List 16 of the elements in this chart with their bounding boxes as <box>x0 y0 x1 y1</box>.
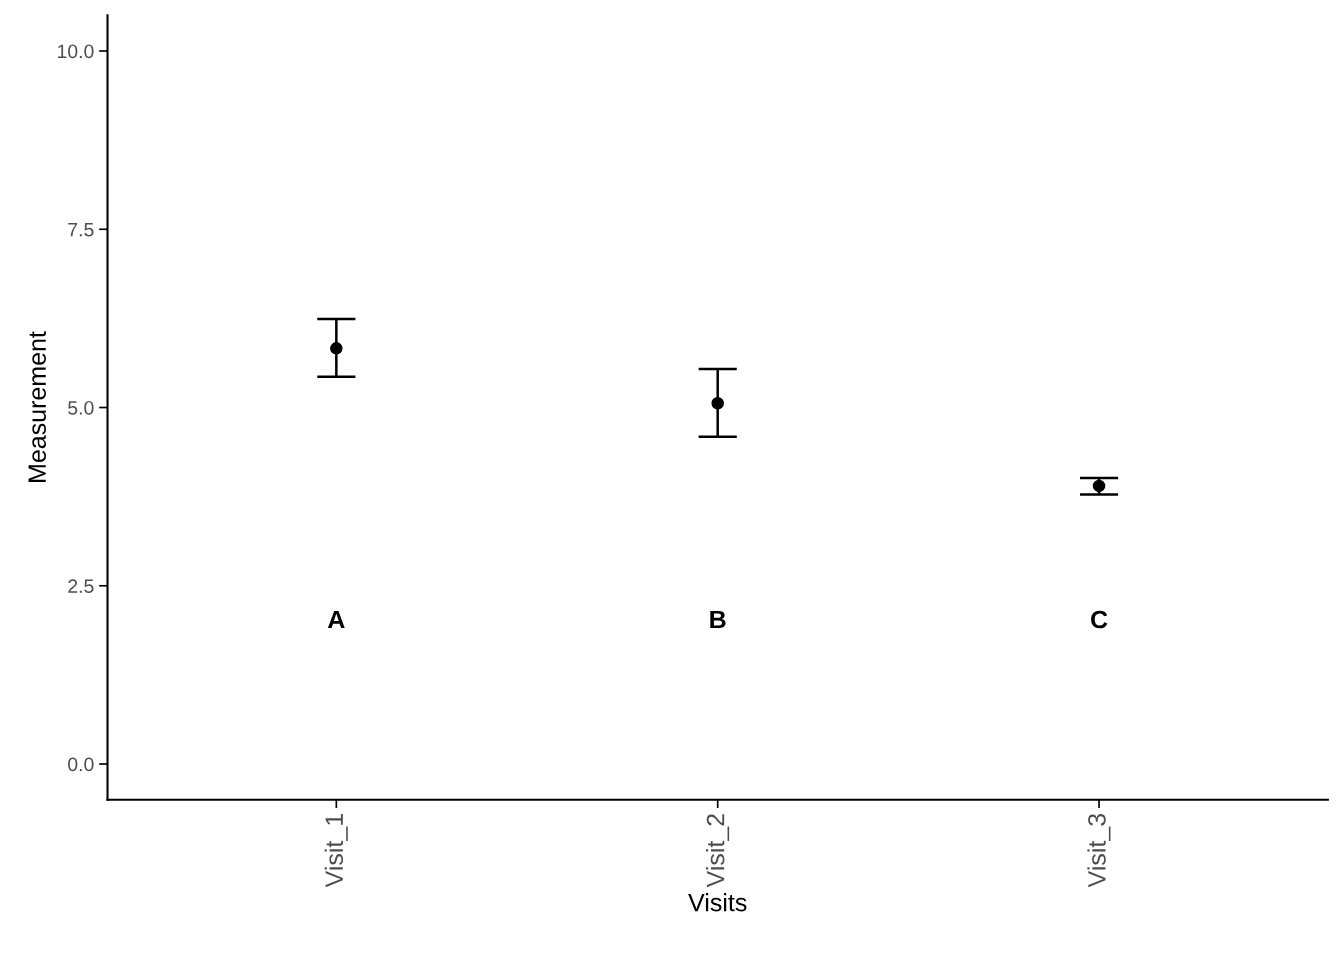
x-tick-label: Visit_1 <box>324 814 348 888</box>
point <box>711 396 724 410</box>
y-tick-label: 2.5 <box>68 579 94 594</box>
y-tick-label: 10.0 <box>57 44 94 59</box>
y-axis-title: Measurement <box>28 331 46 482</box>
y-tick-label: 5.0 <box>68 400 94 415</box>
x-tick-label: Visit_2 <box>706 814 730 888</box>
y-tick-label: 7.5 <box>68 222 94 237</box>
annotation: A <box>327 610 345 629</box>
x-tick-label: Visit_3 <box>1087 813 1111 888</box>
annotation: C <box>1091 610 1108 629</box>
x-axis-title: Visits <box>688 893 747 912</box>
point <box>330 342 343 355</box>
y-tick-label: 0.0 <box>68 757 94 772</box>
point <box>1092 479 1106 493</box>
annotation: B <box>710 610 726 629</box>
